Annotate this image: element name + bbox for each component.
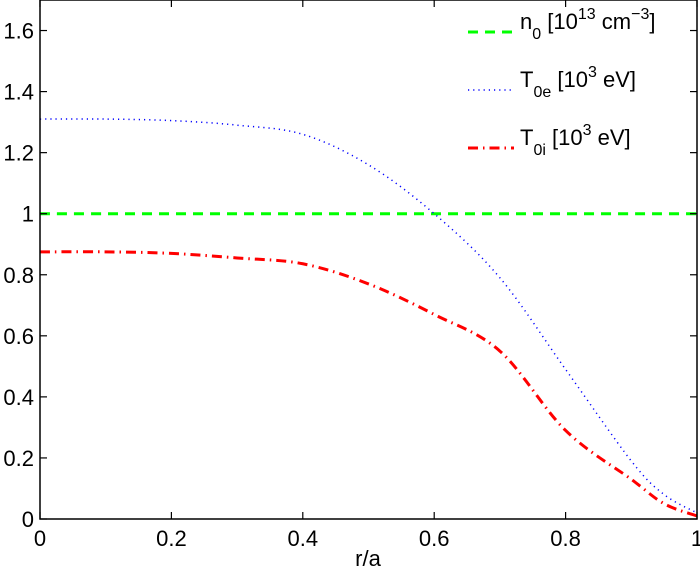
x-tick-label: 0.8	[550, 526, 581, 551]
y-tick-label: 0.4	[3, 385, 34, 410]
plot-curves	[39, 118, 698, 518]
y-tick-label: 1.4	[3, 80, 34, 105]
x-tick-label: 0.4	[288, 526, 319, 551]
series-line-1	[39, 118, 698, 514]
y-tick-label: 0	[22, 507, 34, 532]
plot-frame	[39, 0, 698, 520]
y-axis: 0 0.2 0.4 0.6 0.8 1 1.2 1.4 1.6	[3, 19, 697, 532]
x-tick-label: 0	[34, 526, 46, 551]
x-tick-label: 0.6	[419, 526, 450, 551]
legend-label-0: n0 [1013 cm−3]	[520, 6, 655, 43]
legend-label-1: T0e [103 eV]	[520, 64, 636, 101]
x-axis: 0 0.2 0.4 0.6 0.8 1	[34, 0, 700, 551]
y-tick-label: 1.6	[3, 19, 34, 44]
series-line-2	[39, 250, 698, 518]
x-tick-label: 0.2	[156, 526, 187, 551]
y-tick-label: 0.2	[3, 446, 34, 471]
y-tick-label: 1.2	[3, 141, 34, 166]
y-tick-label: 0.6	[3, 324, 34, 349]
x-axis-label: r/a	[355, 546, 381, 571]
y-tick-label: 1	[22, 202, 34, 227]
x-tick-label: 1	[691, 526, 700, 551]
y-tick-label: 0.8	[3, 263, 34, 288]
legend-label-2: T0i [103 eV]	[520, 122, 631, 159]
legend: n0 [1013 cm−3] T0e [103 eV] T0i [103 eV]	[468, 6, 655, 159]
